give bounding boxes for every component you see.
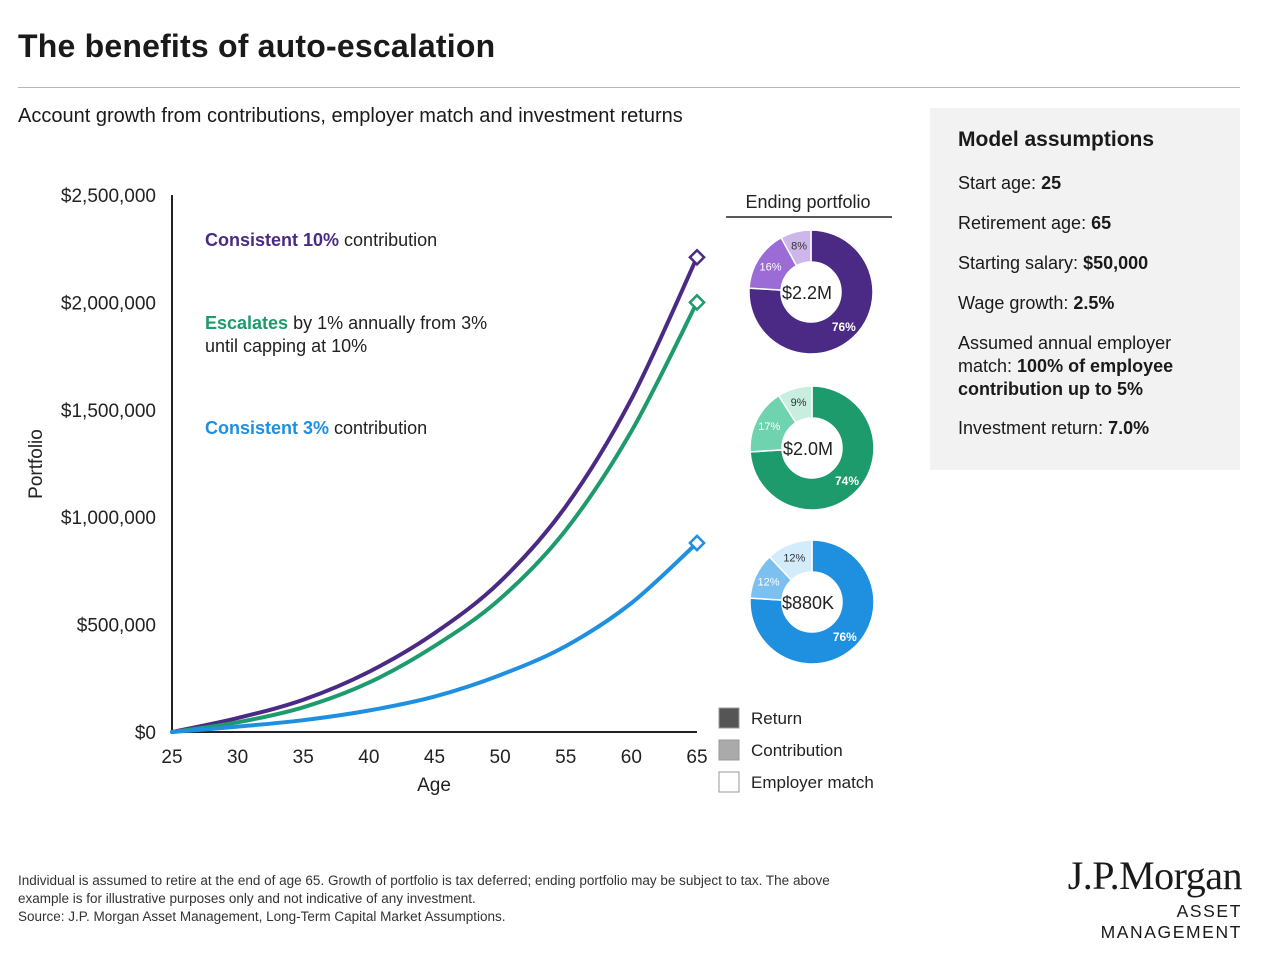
assumption-investment-return: Investment return: 7.0% [958,418,1150,438]
legend-swatch [718,739,740,761]
series-label-emphasis: Consistent 3% [205,418,329,438]
donut-center-value: $2.0M [783,439,833,459]
y-tick-label: $1,000,000 [61,508,156,529]
assumption-retirement-age: Retirement age: 65 [958,213,1112,233]
donut-center-value: $2.2M [782,283,832,303]
x-axis-label: Age [417,775,451,796]
jpmorgan-logo: J.P.Morgan ASSET MANAGEMENT [1046,852,1243,943]
ending-portfolio-header: Ending portfolio [745,192,870,212]
y-axis-label: Portfolio [26,429,47,499]
series-label-rest: contribution [329,418,427,438]
donut-slice-employer-match [780,229,812,267]
donut-slice-label: 12% [783,552,805,564]
donut-slice-label: 9% [791,397,807,409]
series-label-line2: until capping at 10% [205,336,367,356]
series-line-escalates [170,300,699,734]
series-label-consistent3: Consistent 3% contribution [205,418,427,438]
legend-label: Employer match [751,773,874,792]
donut-chart: 76%12%12%$880K [749,539,875,665]
title-divider [18,87,1240,88]
assumption-starting-salary: Starting salary: $50,000 [958,253,1149,273]
x-tick-label: 60 [621,747,642,768]
assumptions-heading: Model assumptions [958,128,1155,151]
y-tick-label: $500,000 [77,616,156,637]
donut-slice-label: 76% [832,320,856,334]
assumption-start-age: Start age: 25 [958,173,1062,193]
footnote-line: Individual is assumed to retire at the e… [18,873,830,888]
donut-slice-label: 76% [833,630,857,644]
y-tick-label: $2,500,000 [61,186,156,207]
series-label-consistent10: Consistent 10% contribution [205,230,437,250]
series-line-consistent10 [170,255,699,734]
donut-slice-employer-match [768,539,813,582]
x-tick-label: 50 [490,747,511,768]
x-tick-label: 45 [424,747,445,768]
series-label-emphasis: Consistent 10% [205,230,339,250]
x-tick-label: 55 [555,747,576,768]
series-end-marker [688,293,706,312]
assumption-wage-growth: Wage growth: 2.5% [958,293,1115,313]
x-tick-label: 30 [227,747,248,768]
donut-slice-label: 16% [759,261,781,273]
series-label-emphasis: Escalates [205,313,288,333]
x-tick-label: 25 [161,747,182,768]
x-tick-label: 65 [686,747,707,768]
assumption-employer-match: Assumed annual employer match: 100% of e… [958,333,1174,399]
donut-slice-return [749,539,875,665]
series-line-consistent3 [170,540,699,734]
y-tick-label: $1,500,000 [61,401,156,422]
donut-chart: 74% 17% 9% $2.0M [749,385,875,511]
x-tick-label: 40 [358,747,379,768]
series-label-escalates: Escalates by 1% annually from 3% [205,313,487,333]
chart-subtitle: Account growth from contributions, emplo… [18,105,683,127]
y-tick-label: $0 [135,723,156,744]
donut-chart: 76% 16% 8% $2.2M [748,229,874,355]
legend-swatch [718,707,740,729]
donut-slice-label: 12% [758,577,780,589]
source-line: Source: J.P. Morgan Asset Management, Lo… [18,909,506,924]
legend-label: Return [751,709,802,728]
footnote-line: example is for illustrative purposes onl… [18,891,476,906]
model-assumptions-panel: Model assumptions Start age: 25 Retireme… [930,108,1240,470]
legend-swatch [718,771,740,793]
logo-subtitle: ASSET MANAGEMENT [1100,901,1242,942]
logo-wordmark: J.P.Morgan [1067,853,1243,898]
footnote: Individual is assumed to retire at the e… [18,872,968,926]
page-title: The benefits of auto-escalation [18,28,496,64]
series-end-marker [688,248,706,267]
donut-slice-return [749,385,875,511]
series-label-rest: by 1% annually from 3% [288,313,487,333]
y-tick-label: $2,000,000 [61,293,156,314]
donut-slice-label: 74% [835,474,859,488]
donut-slice-return [748,229,874,355]
series-end-marker [688,534,706,552]
donut-center-value: $880K [782,593,834,613]
donut-slice-employer-match [777,385,813,424]
legend-label: Contribution [751,741,843,760]
donut-slice-label: 8% [791,241,807,253]
series-label-rest: contribution [339,230,437,250]
donut-slice-label: 17% [758,421,780,433]
x-tick-label: 35 [293,747,314,768]
